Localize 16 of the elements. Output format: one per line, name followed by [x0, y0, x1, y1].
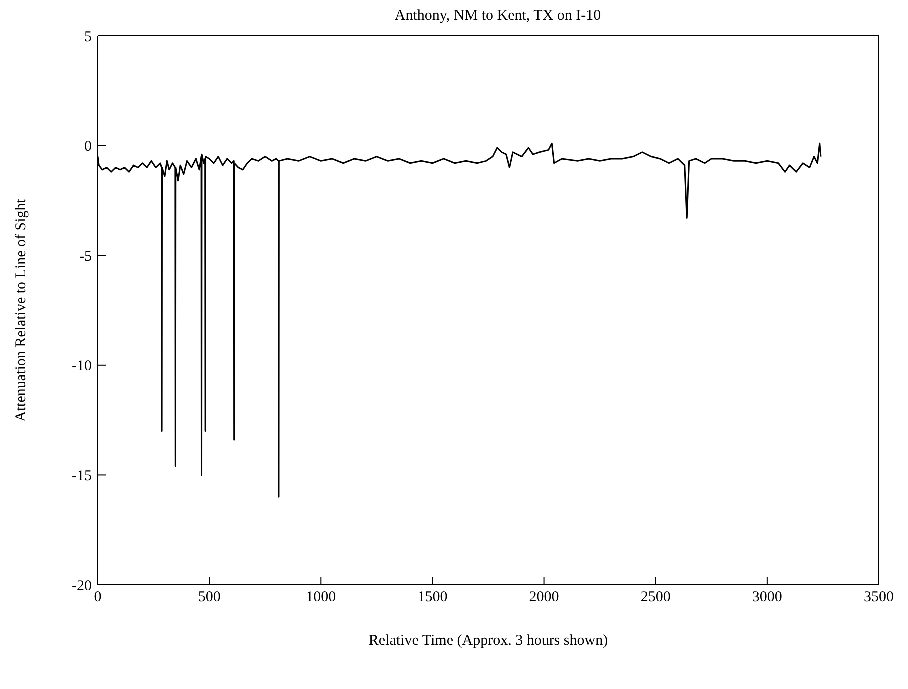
x-tick-label: 2500: [640, 590, 671, 606]
x-tick-label: 3500: [864, 590, 894, 606]
x-tick-label: 1000: [306, 590, 336, 606]
x-tick-label: 500: [198, 590, 221, 606]
y-axis-title: Attenuation Relative to Line of Sight: [13, 198, 30, 422]
y-tick-label: -15: [72, 468, 92, 485]
x-tick-label: 2000: [529, 590, 560, 606]
y-tick-label: 0: [84, 139, 92, 156]
y-tick-label: -5: [80, 248, 92, 265]
x-tick-label: 3000: [752, 590, 782, 606]
y-tick-label: -10: [72, 358, 92, 375]
chart-title: Anthony, NM to Kent, TX on I-10: [394, 8, 602, 25]
x-axis-title: Relative Time (Approx. 3 hours shown): [368, 633, 608, 649]
x-tick-label: 1500: [418, 590, 448, 606]
y-tick-label: 5: [84, 29, 92, 46]
y-tick-label: -20: [72, 578, 92, 594]
